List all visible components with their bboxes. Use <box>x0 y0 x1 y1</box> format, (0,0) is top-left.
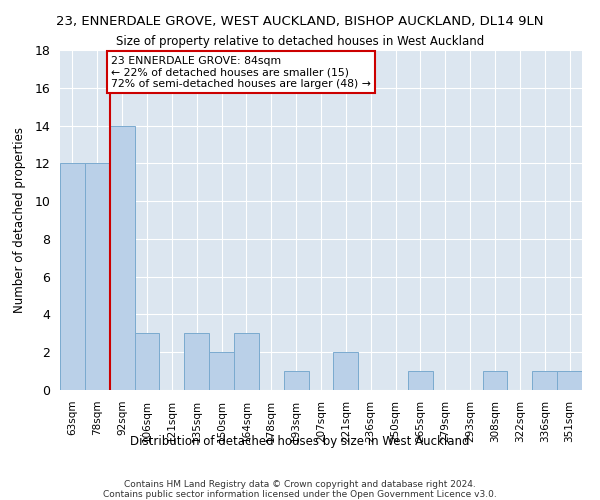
Bar <box>234 334 259 390</box>
Y-axis label: Number of detached properties: Number of detached properties <box>13 127 26 313</box>
Text: Contains HM Land Registry data © Crown copyright and database right 2024.
Contai: Contains HM Land Registry data © Crown c… <box>103 480 497 500</box>
Bar <box>482 371 508 390</box>
Bar <box>60 164 85 390</box>
Bar <box>85 164 110 390</box>
Bar <box>209 352 234 390</box>
Bar <box>532 371 557 390</box>
Bar <box>284 371 308 390</box>
Bar <box>334 352 358 390</box>
Bar <box>134 334 160 390</box>
Text: Size of property relative to detached houses in West Auckland: Size of property relative to detached ho… <box>116 35 484 48</box>
Text: Distribution of detached houses by size in West Auckland: Distribution of detached houses by size … <box>130 435 470 448</box>
Bar <box>408 371 433 390</box>
Bar <box>110 126 134 390</box>
Bar <box>184 334 209 390</box>
Text: 23, ENNERDALE GROVE, WEST AUCKLAND, BISHOP AUCKLAND, DL14 9LN: 23, ENNERDALE GROVE, WEST AUCKLAND, BISH… <box>56 15 544 28</box>
Bar <box>557 371 582 390</box>
Text: 23 ENNERDALE GROVE: 84sqm
← 22% of detached houses are smaller (15)
72% of semi-: 23 ENNERDALE GROVE: 84sqm ← 22% of detac… <box>111 56 371 89</box>
